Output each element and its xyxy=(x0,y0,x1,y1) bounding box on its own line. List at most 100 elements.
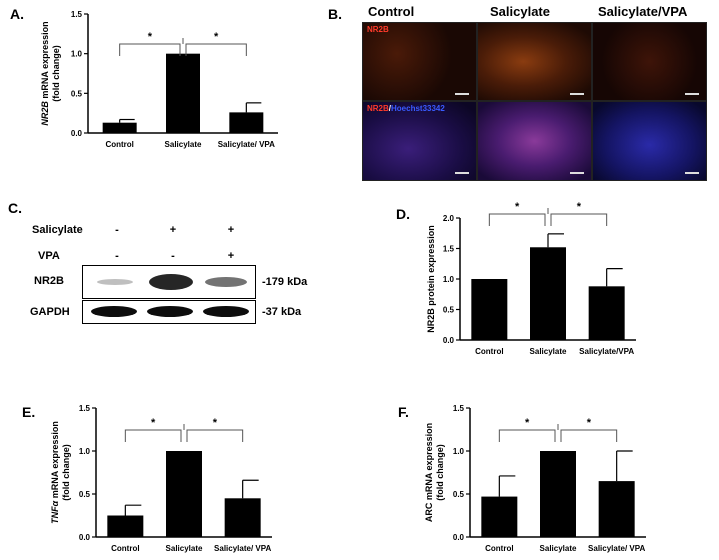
col-label-salicylate-vpa: Salicylate/VPA xyxy=(598,4,688,19)
blot-band xyxy=(91,306,137,317)
y-axis-label: NR2B mRNA expression xyxy=(40,21,50,125)
sign: - xyxy=(115,250,119,262)
row-label-merge: NR2B/Hoechst33342 xyxy=(367,104,445,113)
y-tick-label: 2.0 xyxy=(443,214,455,223)
panel-e-letter: E. xyxy=(22,404,36,420)
panel-a-letter: A. xyxy=(10,6,24,22)
x-tick-label: Salicylate xyxy=(540,544,577,553)
band-label-gapdh: GAPDH xyxy=(30,306,70,318)
significance-marker: * xyxy=(515,201,520,213)
bar xyxy=(229,112,264,133)
micrograph-nr2b-salicylate xyxy=(477,22,592,101)
panel-f-letter: F. xyxy=(398,404,409,420)
sign: + xyxy=(227,224,235,236)
x-tick-label: Salicylate xyxy=(530,347,567,356)
y-axis-label: TNFα mRNA expression xyxy=(50,421,60,524)
y-tick-label: 1.5 xyxy=(443,245,455,254)
blot-band xyxy=(149,274,193,290)
band-size-gapdh: -37 kDa xyxy=(262,306,302,318)
y-axis-label-line2: (fold change) xyxy=(51,45,61,102)
bar xyxy=(102,122,137,133)
western-blot-nr2b xyxy=(82,265,256,299)
y-tick-label: 1.5 xyxy=(71,10,83,19)
sign: - xyxy=(115,224,119,236)
significance-bracket xyxy=(186,429,244,442)
treatment-label-salicylate: Salicylate xyxy=(32,224,83,236)
significance-marker: * xyxy=(148,31,153,43)
band-label-nr2b: NR2B xyxy=(34,275,64,287)
scale-bar xyxy=(685,172,699,174)
bar xyxy=(471,279,508,340)
y-tick-label: 1.0 xyxy=(453,447,465,456)
x-tick-label: Control xyxy=(105,140,133,149)
x-tick-label: Salicylate/ VPA xyxy=(218,140,275,149)
y-axis-label-line2: (fold change) xyxy=(435,444,445,501)
x-tick-label: Salicylate/ VPA xyxy=(214,544,271,553)
col-label-control: Control xyxy=(368,4,415,19)
row-label-merge-blue: Hoechst33342 xyxy=(391,104,445,113)
y-axis-label-gene: NR2B xyxy=(40,101,50,126)
y-tick-label: 0.0 xyxy=(79,533,91,542)
bar xyxy=(224,498,261,537)
bar xyxy=(481,496,518,537)
bar xyxy=(166,451,202,537)
panel-c-letter: C. xyxy=(8,200,22,216)
y-tick-label: 0.5 xyxy=(453,490,465,499)
scale-bar xyxy=(570,93,584,95)
blot-band xyxy=(203,306,249,317)
row-label-merge-red: NR2B xyxy=(367,104,389,113)
sign: + xyxy=(227,250,235,262)
scale-bar xyxy=(455,172,469,174)
y-tick-label: 0.5 xyxy=(71,89,83,98)
bar xyxy=(598,481,635,537)
blot-band xyxy=(205,277,247,287)
significance-bracket xyxy=(488,213,546,226)
y-axis-label-gene: TNFα xyxy=(50,500,60,523)
significance-bracket xyxy=(119,43,181,56)
significance-marker: * xyxy=(525,417,530,429)
significance-bracket xyxy=(560,429,618,442)
bar xyxy=(540,451,576,537)
significance-marker: * xyxy=(587,417,592,429)
band-size-nr2b: -179 kDa xyxy=(262,276,308,288)
significance-bracket xyxy=(185,43,247,56)
significance-marker: * xyxy=(577,201,582,213)
significance-bracket xyxy=(550,213,608,226)
micrograph-merge-salicylate xyxy=(477,101,592,181)
x-tick-label: Control xyxy=(111,544,139,553)
panel-d-letter: D. xyxy=(396,206,410,222)
treatment-label-vpa: VPA xyxy=(38,250,60,262)
western-blot-gapdh xyxy=(82,300,256,324)
significance-bracket xyxy=(124,429,182,442)
y-tick-label: 0.5 xyxy=(443,306,455,315)
y-tick-label: 1.5 xyxy=(453,404,465,413)
x-tick-label: Control xyxy=(485,544,513,553)
y-tick-label: 0.0 xyxy=(71,129,83,138)
col-label-salicylate: Salicylate xyxy=(490,4,550,19)
y-axis-label: NR2B protein expression xyxy=(426,225,436,333)
bar xyxy=(530,247,566,340)
sign: + xyxy=(169,224,177,236)
y-tick-label: 1.5 xyxy=(79,404,91,413)
significance-bracket xyxy=(498,429,556,442)
y-axis-label-rest: mRNA expression xyxy=(40,21,50,101)
x-tick-label: Control xyxy=(475,347,503,356)
bar xyxy=(588,286,625,340)
x-tick-label: Salicylate/ VPA xyxy=(588,544,645,553)
micrograph-merge-control xyxy=(362,101,477,181)
row-label-nr2b: NR2B xyxy=(367,25,389,34)
x-tick-label: Salicylate xyxy=(166,544,203,553)
bar xyxy=(166,53,200,133)
row-label-merge-sep: / xyxy=(388,104,392,113)
y-axis-label-line2: (fold change) xyxy=(61,444,71,501)
y-tick-label: 0.5 xyxy=(79,490,91,499)
significance-marker: * xyxy=(151,417,156,429)
scale-bar xyxy=(570,172,584,174)
blot-band xyxy=(147,306,193,317)
sign: - xyxy=(171,250,175,262)
micrograph-nr2b-salicylate-vpa xyxy=(592,22,707,101)
x-tick-label: Salicylate xyxy=(165,140,202,149)
